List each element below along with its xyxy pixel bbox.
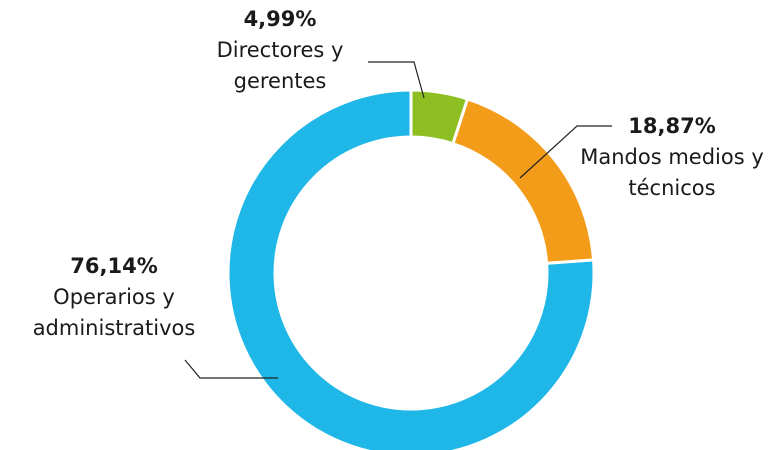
segment-label: 4,99% Directores y gerentes <box>190 4 370 97</box>
category-label: Operarios y administrativos <box>32 285 196 340</box>
leader-line <box>519 125 612 179</box>
segment-label: 18,87% Mandos medios y técnicos <box>562 111 781 204</box>
leader-line <box>184 359 278 379</box>
segment-label: 76,14% Operarios y administrativos <box>4 251 224 344</box>
leader-line <box>368 61 425 99</box>
donut-segment <box>409 88 470 146</box>
value-label: 76,14% <box>70 254 158 278</box>
category-label: Directores y gerentes <box>216 38 344 93</box>
donut-segment <box>451 97 596 265</box>
donut-segment <box>226 88 596 450</box>
value-label: 18,87% <box>628 114 716 138</box>
category-label: Mandos medios y técnicos <box>580 145 764 200</box>
value-label: 4,99% <box>243 7 317 31</box>
